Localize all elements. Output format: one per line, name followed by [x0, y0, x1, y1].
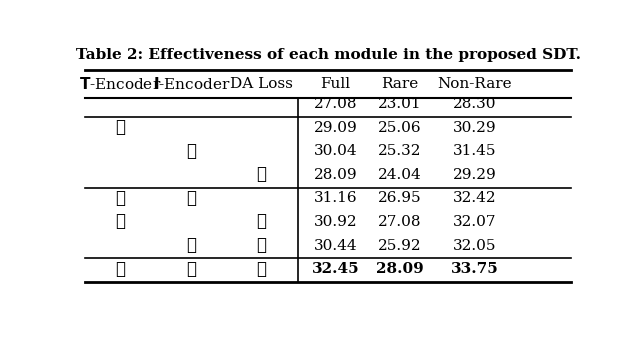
Text: 32.45: 32.45: [312, 262, 359, 276]
Text: 28.09: 28.09: [314, 168, 357, 182]
Text: ✓: ✓: [256, 213, 266, 230]
Text: 27.08: 27.08: [314, 98, 357, 111]
Text: ✓: ✓: [256, 261, 266, 278]
Text: 29.29: 29.29: [452, 168, 496, 182]
Text: 30.92: 30.92: [314, 215, 357, 229]
Text: Full: Full: [321, 77, 351, 91]
Text: 23.01: 23.01: [378, 98, 422, 111]
Text: Non-Rare: Non-Rare: [437, 77, 511, 91]
Text: 30.44: 30.44: [314, 238, 357, 253]
Text: ✓: ✓: [187, 237, 196, 254]
Text: ✓: ✓: [187, 261, 196, 278]
Text: ✓: ✓: [187, 143, 196, 160]
Text: 24.04: 24.04: [378, 168, 422, 182]
Text: Rare: Rare: [381, 77, 419, 91]
Text: 29.09: 29.09: [314, 121, 357, 135]
Text: 30.04: 30.04: [314, 144, 357, 159]
Text: ✓: ✓: [115, 261, 125, 278]
Text: 26.95: 26.95: [378, 192, 422, 205]
Text: 32.05: 32.05: [452, 238, 496, 253]
Text: 32.07: 32.07: [452, 215, 496, 229]
Text: 25.32: 25.32: [378, 144, 422, 159]
Text: $\mathbf{I}$-Encoder: $\mathbf{I}$-Encoder: [153, 76, 230, 92]
Text: 28.30: 28.30: [452, 98, 496, 111]
Text: ✓: ✓: [256, 167, 266, 184]
Text: 25.92: 25.92: [378, 238, 422, 253]
Text: 31.16: 31.16: [314, 192, 357, 205]
Text: DA Loss: DA Loss: [230, 77, 292, 91]
Text: ✓: ✓: [115, 190, 125, 207]
Text: 31.45: 31.45: [452, 144, 496, 159]
Text: 25.06: 25.06: [378, 121, 422, 135]
Text: Table 2: Effectiveness of each module in the proposed SDT.: Table 2: Effectiveness of each module in…: [76, 48, 580, 62]
Text: $\mathbf{T}$-Encoder: $\mathbf{T}$-Encoder: [79, 76, 161, 92]
Text: 33.75: 33.75: [451, 262, 498, 276]
Text: ✓: ✓: [115, 213, 125, 230]
Text: 27.08: 27.08: [378, 215, 422, 229]
Text: 30.29: 30.29: [452, 121, 496, 135]
Text: 28.09: 28.09: [376, 262, 424, 276]
Text: ✓: ✓: [115, 119, 125, 136]
Text: 32.42: 32.42: [452, 192, 496, 205]
Text: ✓: ✓: [187, 190, 196, 207]
Text: ✓: ✓: [256, 237, 266, 254]
